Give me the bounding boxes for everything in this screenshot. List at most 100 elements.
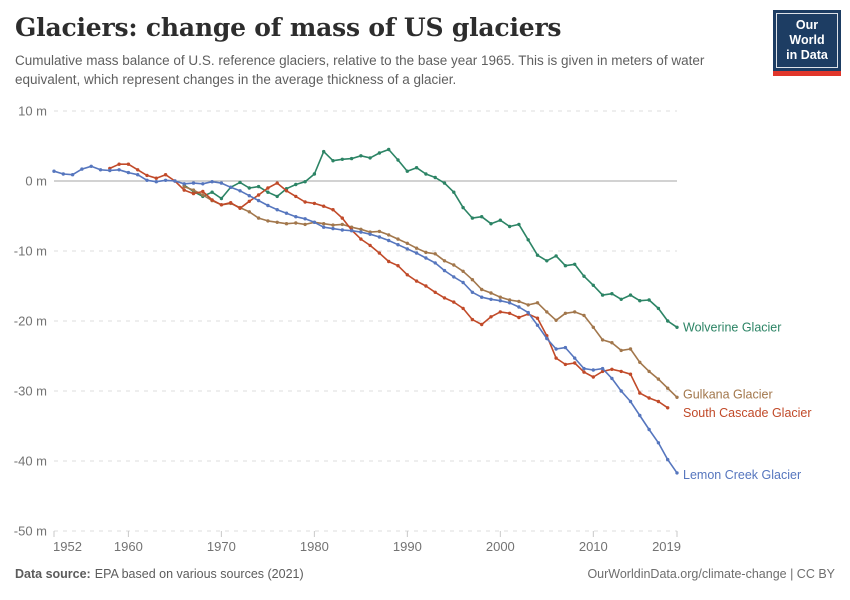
- data-point: [433, 252, 437, 256]
- data-point: [154, 180, 158, 184]
- data-point: [368, 232, 372, 236]
- data-point: [517, 315, 521, 320]
- data-point: [526, 238, 530, 242]
- data-point: [442, 296, 447, 300]
- data-point: [498, 295, 502, 299]
- data-point: [619, 297, 623, 301]
- data-point: [154, 176, 158, 180]
- data-point: [256, 198, 261, 203]
- data-point: [563, 362, 568, 367]
- data-point: [675, 471, 679, 475]
- data-point: [247, 210, 251, 214]
- data-point: [424, 250, 428, 255]
- data-point: [675, 395, 679, 399]
- owid-license-link[interactable]: OurWorldinData.org/climate-change | CC B…: [587, 567, 835, 581]
- data-point: [312, 172, 317, 176]
- x-tick-label: 2000: [486, 539, 515, 554]
- data-point: [461, 269, 465, 273]
- data-point: [554, 356, 558, 360]
- data-point: [284, 222, 289, 226]
- data-point: [461, 306, 465, 311]
- footer: Data source: EPA based on various sources…: [15, 567, 835, 581]
- data-point: [480, 295, 484, 299]
- y-tick-label: -20 m: [14, 314, 47, 329]
- data-point: [424, 284, 428, 288]
- x-tick-label: 1980: [300, 539, 329, 554]
- data-point: [489, 291, 493, 295]
- data-point: [554, 318, 558, 322]
- series-label-gulkana-glacier: Gulkana Glacier: [683, 387, 773, 401]
- data-point: [563, 311, 568, 315]
- data-point: [256, 216, 261, 220]
- data-point: [396, 158, 400, 162]
- data-point: [480, 287, 484, 292]
- x-tick-label: 1960: [114, 539, 143, 554]
- data-point: [312, 201, 317, 206]
- series-label-wolverine-glacier: Wolverine Glacier: [683, 320, 781, 334]
- data-point: [442, 181, 447, 185]
- data-point: [452, 300, 456, 304]
- data-point: [517, 222, 521, 227]
- data-point: [666, 386, 670, 390]
- data-point: [201, 193, 205, 197]
- data-point: [331, 159, 335, 163]
- data-point: [247, 194, 251, 198]
- data-point: [545, 310, 549, 314]
- owid-logo[interactable]: Our World in Data: [773, 10, 841, 76]
- data-point: [191, 181, 196, 185]
- data-point: [294, 182, 298, 187]
- data-point: [619, 348, 623, 353]
- data-point: [98, 168, 103, 172]
- y-tick-label: 0 m: [25, 174, 47, 189]
- data-point: [52, 169, 56, 173]
- data-point: [294, 215, 298, 219]
- data-point: [424, 172, 428, 176]
- data-point: [414, 166, 419, 170]
- data-point: [145, 173, 149, 178]
- data-point: [470, 278, 475, 282]
- data-point: [452, 263, 456, 267]
- data-point: [247, 199, 251, 203]
- data-point: [591, 368, 595, 372]
- data-point: [275, 181, 279, 185]
- data-point: [610, 292, 614, 296]
- data-point: [396, 237, 400, 241]
- owid-logo-line2: in Data: [786, 48, 828, 62]
- y-tick-label: -50 m: [14, 524, 47, 539]
- data-point: [117, 162, 121, 166]
- data-point: [396, 264, 400, 268]
- data-point: [340, 216, 344, 220]
- data-point: [545, 336, 549, 341]
- data-point: [554, 254, 558, 258]
- data-point: [507, 224, 512, 229]
- data-point: [638, 413, 642, 418]
- data-point: [610, 367, 614, 371]
- data-point: [489, 315, 493, 319]
- y-tick-label: 10 m: [18, 104, 47, 119]
- data-point: [247, 186, 251, 190]
- data-point: [238, 180, 242, 185]
- data-point: [145, 178, 149, 182]
- data-point: [256, 184, 261, 189]
- y-tick-label: -30 m: [14, 384, 47, 399]
- data-point: [470, 216, 475, 220]
- data-point: [433, 261, 437, 265]
- data-point: [433, 290, 437, 294]
- data-point: [359, 227, 363, 231]
- data-point: [647, 396, 651, 400]
- series-label-south-cascade-glacier: South Cascade Glacier: [683, 406, 812, 420]
- data-point: [507, 311, 512, 315]
- data-point: [349, 229, 354, 233]
- data-point: [442, 259, 447, 263]
- data-point: [303, 222, 307, 227]
- data-point: [647, 369, 651, 374]
- data-point: [210, 180, 214, 184]
- data-point: [563, 264, 568, 268]
- data-point: [573, 356, 577, 360]
- data-point: [256, 193, 261, 197]
- data-point: [573, 262, 577, 266]
- data-point: [191, 191, 196, 196]
- data-point: [498, 299, 502, 303]
